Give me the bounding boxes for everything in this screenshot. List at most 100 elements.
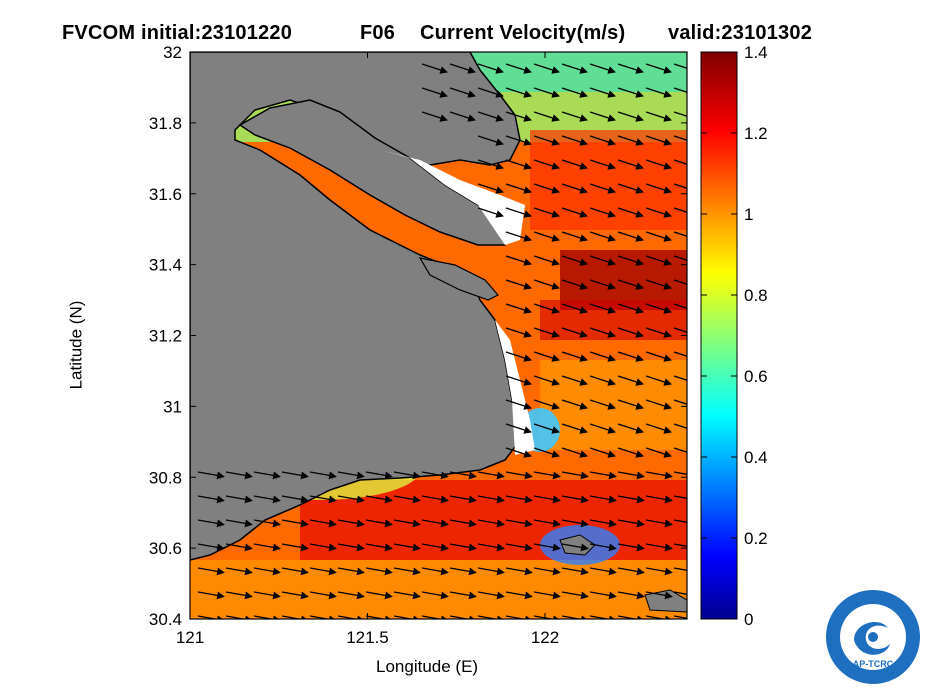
y-axis-ticks: 30.4 30.6 30.8 31 31.2 31.4 31.6 31.8 32 — [149, 43, 687, 629]
velocity-arrow — [225, 543, 253, 552]
velocity-arrow — [505, 87, 532, 98]
y-tick-label: 30.4 — [149, 610, 182, 629]
velocity-arrow — [589, 159, 616, 170]
typhoon-center-logo-icon: AP-TCRC — [826, 590, 920, 684]
colorbar — [700, 51, 738, 620]
velocity-arrow — [393, 519, 421, 528]
velocity-arrow — [673, 183, 687, 189]
velocity-arrow — [561, 231, 588, 242]
velocity-arrow — [309, 591, 337, 600]
velocity-arrow — [673, 63, 687, 69]
velocity-arrow — [617, 399, 644, 410]
velocity-arrow — [533, 231, 560, 242]
velocity-arrow — [617, 231, 644, 242]
velocity-arrow — [477, 543, 505, 552]
velocity-arrow — [673, 159, 687, 165]
velocity-arrow — [505, 447, 532, 458]
velocity-arrow — [561, 87, 588, 98]
velocity-arrow — [421, 567, 449, 576]
velocity-arrow — [449, 471, 477, 480]
velocity-arrow — [477, 207, 504, 218]
velocity-arrow — [617, 471, 645, 480]
figure-title: FVCOM initial:23101220 F06 Current Veloc… — [62, 22, 812, 137]
velocity-arrow — [421, 495, 449, 504]
velocity-arrow — [645, 567, 673, 576]
velocity-vectors — [197, 63, 687, 619]
velocity-arrow — [561, 135, 588, 146]
velocity-arrow — [309, 615, 337, 619]
velocity-arrow — [589, 519, 617, 528]
velocity-arrow — [337, 567, 365, 576]
velocity-arrow — [645, 327, 672, 338]
velocity-arrow — [225, 591, 253, 600]
velocity-arrow — [421, 519, 449, 528]
velocity-arrow — [477, 471, 505, 480]
velocity-arrow — [617, 255, 644, 266]
velocity-arrow — [421, 87, 448, 98]
velocity-arrow — [477, 567, 505, 576]
velocity-arrow — [645, 495, 673, 504]
velocity-arrow — [561, 183, 588, 194]
velocity-arrow — [561, 591, 589, 600]
velocity-arrow — [533, 543, 561, 552]
velocity-arrow — [505, 399, 532, 410]
velocity-arrow — [197, 591, 225, 600]
velocity-arrow — [253, 591, 281, 600]
velocity-arrow — [365, 615, 393, 619]
velocity-arrow — [561, 519, 589, 528]
velocity-arrow — [617, 135, 644, 146]
velocity-arrow — [197, 495, 225, 504]
velocity-arrow — [645, 87, 672, 98]
velocity-arrow — [645, 159, 672, 170]
velocity-arrow — [225, 567, 253, 576]
y-tick-label: 31 — [163, 397, 182, 416]
velocity-arrow — [253, 519, 281, 528]
velocity-arrow — [477, 183, 504, 194]
velocity-arrow — [589, 495, 617, 504]
velocity-arrow — [561, 63, 588, 74]
velocity-arrow — [281, 591, 309, 600]
velocity-arrow — [533, 615, 561, 619]
velocity-arrow — [505, 303, 532, 314]
velocity-arrow — [561, 567, 589, 576]
velocity-arrow — [449, 87, 476, 98]
velocity-arrow — [645, 63, 672, 74]
colorbar-ticks: 0 0.2 0.4 0.6 0.8 1 1.2 1.4 — [701, 43, 768, 629]
y-tick-label: 31.8 — [149, 114, 182, 133]
y-tick-label: 30.8 — [149, 468, 182, 487]
title-valid-time: valid:23101302 — [668, 22, 813, 44]
velocity-arrow — [309, 495, 337, 504]
velocity-arrow — [589, 111, 616, 122]
velocity-arrow — [253, 567, 281, 576]
velocity-arrow — [645, 399, 672, 410]
velocity-arrow — [393, 567, 421, 576]
velocity-arrow — [393, 591, 421, 600]
velocity-arrow — [645, 423, 672, 434]
velocity-arrow — [561, 351, 588, 362]
velocity-arrow — [589, 183, 616, 194]
velocity-arrow — [617, 495, 645, 504]
velocity-arrow — [673, 351, 687, 357]
zhoushan-islands — [559, 534, 687, 613]
changxing-island — [418, 257, 499, 301]
velocity-arrow — [589, 543, 617, 552]
velocity-arrow — [505, 255, 532, 266]
velocity-arrow — [589, 135, 616, 146]
velocity-arrow — [253, 495, 281, 504]
velocity-arrow — [617, 447, 644, 458]
velocity-arrow — [561, 303, 588, 314]
colorbar-tick-label: 0.8 — [744, 286, 768, 305]
velocity-arrow — [533, 279, 560, 290]
velocity-arrow — [505, 567, 533, 576]
velocity-arrow — [617, 567, 645, 576]
velocity-arrow — [225, 471, 253, 480]
velocity-arrow — [645, 135, 672, 146]
velocity-arrow — [505, 111, 532, 122]
velocity-arrow — [617, 183, 644, 194]
velocity-arrow — [645, 231, 672, 242]
velocity-arrow — [449, 519, 477, 528]
velocity-arrow — [505, 543, 533, 552]
velocity-arrow — [533, 207, 560, 218]
colorbar-tick-label: 0.2 — [744, 529, 768, 548]
